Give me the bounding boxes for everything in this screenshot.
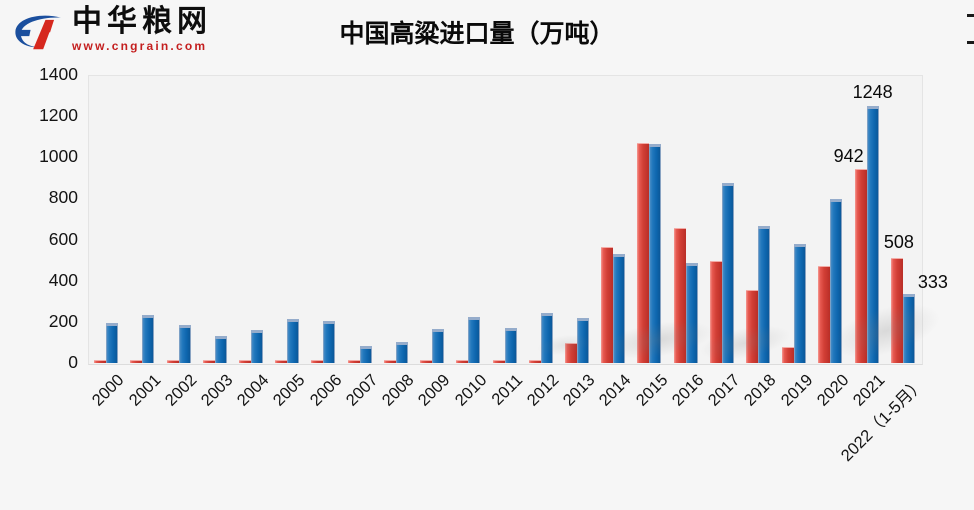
bar-red-2006 <box>311 359 324 363</box>
bar-blue-2017 <box>721 183 734 363</box>
chart-title: 中国高粱进口量（万吨） <box>339 20 615 48</box>
y-tick-label: 800 <box>48 187 78 208</box>
x-tick-label: 2008 <box>378 371 418 410</box>
bar-blue-2012 <box>540 313 553 363</box>
x-tick-label: 2018 <box>741 371 780 410</box>
bar-red-2018 <box>746 289 759 363</box>
data-label-508: 508 <box>883 232 914 253</box>
bar-blue-2013 <box>576 317 589 363</box>
logo-name: 中华粮网 <box>72 5 212 38</box>
y-tick-label: 0 <box>68 352 78 372</box>
bar-red-2004 <box>238 359 251 363</box>
x-tick-label: 2014 <box>596 371 635 410</box>
bar-red-2010 <box>456 359 469 363</box>
bar-blue-2022（1-5月） <box>902 294 915 363</box>
x-tick-label: 2011 <box>488 371 527 409</box>
bar-blue-2009 <box>432 328 445 363</box>
x-tick-label: 2003 <box>197 371 237 410</box>
x-tick-label: 2016 <box>668 371 708 410</box>
y-tick-label: 1400 <box>39 64 78 84</box>
bar-blue-2011 <box>504 328 517 363</box>
bar-red-2014 <box>601 246 614 363</box>
bar-blue-2006 <box>323 321 336 363</box>
x-tick-label: 2019 <box>777 371 816 410</box>
bar-blue-2003 <box>214 336 227 363</box>
x-tick-label: 2010 <box>451 371 491 410</box>
data-label-1248: 1248 <box>852 82 893 103</box>
bar-red-2020 <box>818 265 831 363</box>
y-tick-label: 600 <box>48 228 78 249</box>
bar-blue-2016 <box>685 262 698 363</box>
x-tick-label: 2012 <box>523 371 563 410</box>
bar-blue-2000 <box>106 323 119 363</box>
bar-red-2016 <box>673 228 686 363</box>
bar-blue-2010 <box>468 316 481 363</box>
bar-red-2009 <box>420 359 433 363</box>
x-tick-label: 2005 <box>270 371 309 410</box>
bar-blue-2015 <box>649 144 662 363</box>
bar-red-2007 <box>347 359 360 363</box>
y-tick-label: 200 <box>48 310 78 331</box>
bar-blue-2007 <box>359 345 372 363</box>
bar-blue-2004 <box>250 330 263 363</box>
bar-red-2021 <box>854 169 867 363</box>
clipped-legend-mark <box>967 14 974 17</box>
bar-red-2013 <box>564 342 577 363</box>
x-tick-label: 2009 <box>415 371 454 410</box>
bar-blue-2002 <box>178 324 191 363</box>
bar-red-2019 <box>782 346 795 363</box>
bar-blue-2005 <box>287 319 300 363</box>
logo-text-block: 中华粮网 www.cngrain.com <box>72 5 212 54</box>
bar-red-2001 <box>130 359 143 363</box>
bar-red-2005 <box>275 359 288 363</box>
bar-blue-2019 <box>794 243 807 363</box>
data-label-942: 942 <box>833 146 864 167</box>
x-tick-label: 2000 <box>89 371 128 410</box>
clipped-legend-mark <box>967 41 974 44</box>
bar-red-2015 <box>637 143 650 363</box>
x-tick-label: 2006 <box>306 371 346 410</box>
x-tick-label: 2004 <box>234 371 273 410</box>
x-tick-label: 2017 <box>704 371 744 410</box>
bar-blue-2008 <box>395 342 408 363</box>
bar-blue-2018 <box>758 225 771 363</box>
bar-blue-2020 <box>830 199 843 363</box>
plot-area <box>88 75 923 365</box>
x-tick-label: 2013 <box>559 371 599 410</box>
x-tick-label: 2015 <box>632 371 672 410</box>
bar-red-2002 <box>166 359 179 363</box>
x-tick-label: 2002 <box>161 371 201 410</box>
bar-red-2011 <box>492 359 505 363</box>
bar-blue-2001 <box>142 315 155 363</box>
bar-blue-2021 <box>866 106 879 363</box>
y-tick-label: 1200 <box>39 105 78 126</box>
bar-red-2000 <box>94 359 107 363</box>
x-tick-label: 2020 <box>813 371 853 410</box>
bar-red-2012 <box>528 359 541 363</box>
y-tick-label: 1000 <box>39 146 78 167</box>
bar-blue-2014 <box>613 253 626 363</box>
x-tick-label: 2001 <box>125 371 165 410</box>
y-tick-label: 400 <box>48 269 78 290</box>
bar-red-2022（1-5月） <box>890 258 903 363</box>
bar-red-2003 <box>202 359 215 363</box>
cngrain-logo-icon <box>15 15 61 50</box>
bar-red-2008 <box>383 359 396 363</box>
bar-red-2017 <box>709 260 722 363</box>
data-label-333: 333 <box>917 272 948 293</box>
logo-url: www.cngrain.com <box>72 39 208 53</box>
cngrain-logo: 中华粮网 www.cngrain.com <box>10 6 212 56</box>
x-tick-label: 2007 <box>342 371 382 410</box>
